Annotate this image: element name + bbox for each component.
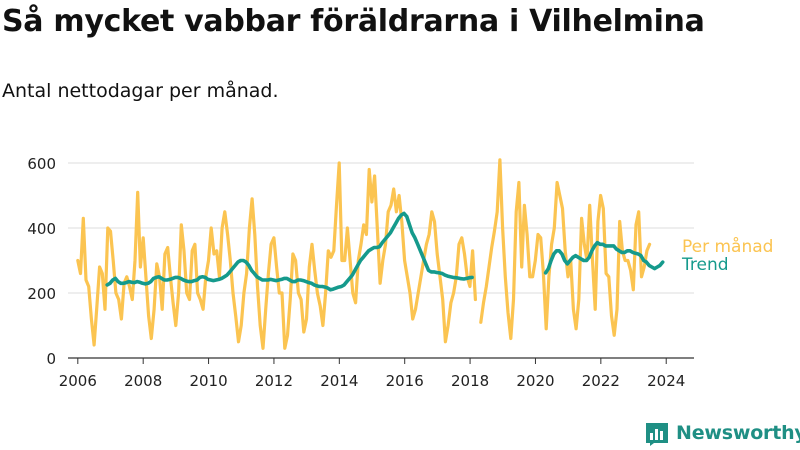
chart-title: Så mycket vabbar föräldrarna i Vilhelmin… (2, 4, 705, 39)
x-tick-label: 2012 (255, 372, 293, 390)
x-tick-label: 2014 (320, 372, 358, 390)
brand-name: Newsworthy (676, 422, 800, 444)
series-line-trend (105, 211, 665, 292)
x-tick-label: 2008 (124, 372, 162, 390)
y-tick-label: 600 (27, 155, 56, 173)
series-label-trend: Trend (681, 255, 729, 275)
x-tick-label: 2006 (59, 372, 97, 390)
series-line-monthly (76, 158, 652, 350)
x-tick-label: 2020 (516, 372, 554, 390)
series-label-monthly: Per månad (682, 236, 773, 257)
x-tick-label: 2024 (647, 372, 685, 390)
x-tick-label: 2022 (582, 372, 620, 390)
x-tick-label: 2018 (451, 372, 489, 390)
brand-logo: Newsworthy (644, 420, 800, 446)
x-tick-label: 2010 (189, 372, 227, 390)
x-tick-label: 2016 (386, 372, 424, 390)
y-tick-label: 400 (27, 220, 56, 238)
chart-subtitle: Antal nettodagar per månad. (2, 80, 279, 102)
y-tick-label: 0 (46, 350, 56, 368)
y-tick-label: 200 (27, 285, 56, 303)
newsworthy-logo-icon (646, 423, 668, 446)
